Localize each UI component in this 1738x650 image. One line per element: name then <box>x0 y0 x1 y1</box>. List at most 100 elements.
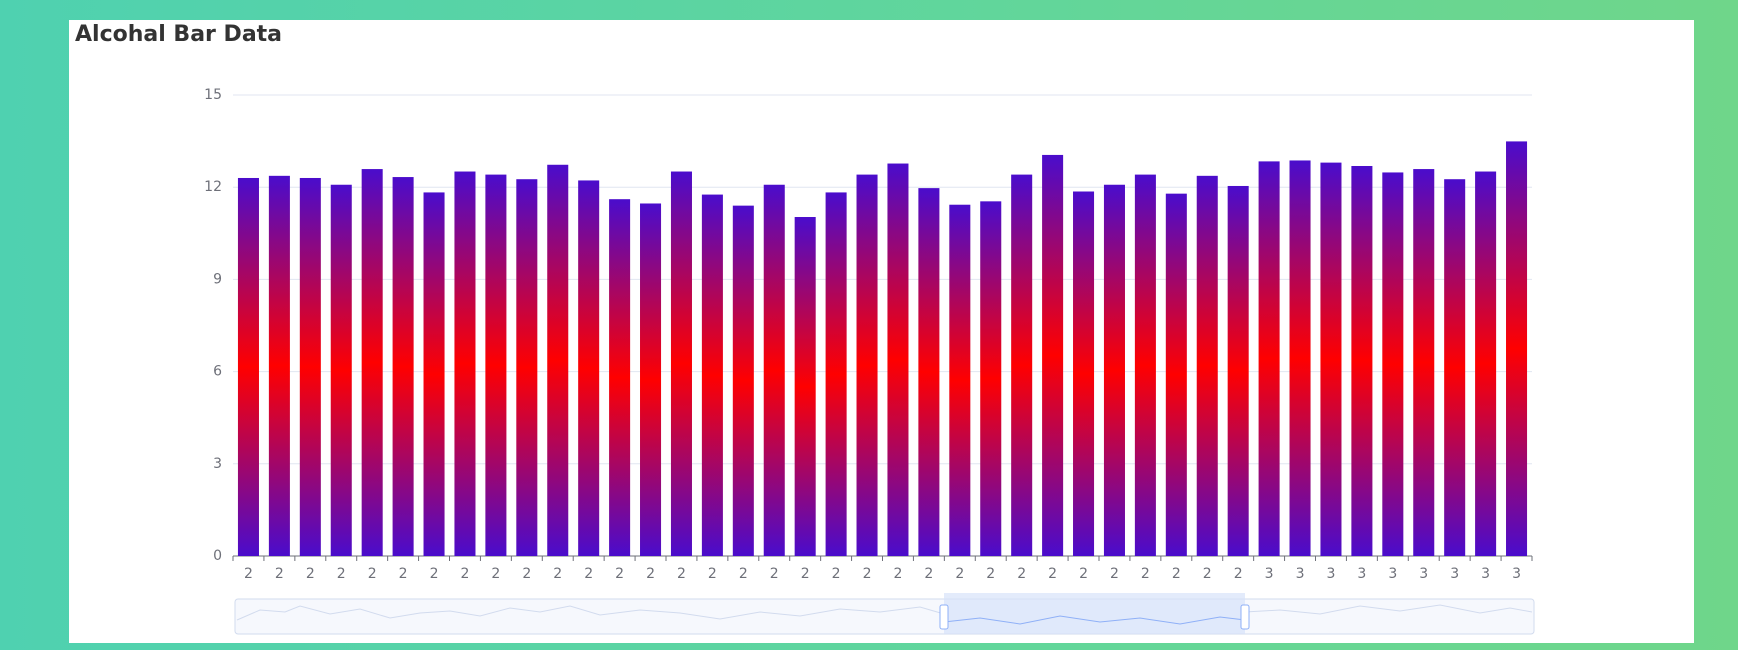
x-tick-label: 2 <box>770 566 779 582</box>
y-tick-label: 9 <box>213 271 222 287</box>
bar <box>949 204 971 556</box>
zoom-selection[interactable] <box>944 593 1245 634</box>
x-tick-label: 2 <box>368 566 377 582</box>
x-tick-label: 2 <box>430 566 439 582</box>
x-tick-label: 3 <box>1388 566 1397 582</box>
bar <box>856 174 878 556</box>
bar <box>1351 165 1373 556</box>
zoom-preview <box>236 605 945 621</box>
y-tick-label: 3 <box>213 456 222 472</box>
x-tick-label: 2 <box>1234 566 1243 582</box>
bar <box>330 184 352 556</box>
bar <box>392 177 414 557</box>
x-tick-label: 3 <box>1327 566 1336 582</box>
bar <box>609 199 631 556</box>
x-tick-label: 3 <box>1419 566 1428 582</box>
x-tick-label: 2 <box>924 566 933 582</box>
zoom-handle[interactable] <box>939 604 949 630</box>
bar <box>1444 179 1466 556</box>
x-tick-label: 2 <box>986 566 995 582</box>
x-tick-label: 2 <box>399 566 408 582</box>
bar <box>670 171 692 556</box>
bar <box>1413 169 1435 557</box>
bar <box>1165 193 1187 557</box>
bar <box>887 163 909 556</box>
bar <box>1289 160 1311 556</box>
x-tick-label: 3 <box>1481 566 1490 582</box>
y-tick-label: 12 <box>204 179 222 195</box>
x-tick-label: 2 <box>615 566 624 582</box>
bar <box>763 184 785 556</box>
x-tick-label: 2 <box>708 566 717 582</box>
bar <box>794 217 816 556</box>
bar <box>1103 184 1125 556</box>
x-tick-label: 2 <box>739 566 748 582</box>
x-tick-label: 2 <box>801 566 810 582</box>
y-tick-label: 15 <box>204 87 222 103</box>
zoom-handle[interactable] <box>1240 604 1250 630</box>
x-tick-label: 2 <box>894 566 903 582</box>
x-tick-label: 2 <box>244 566 253 582</box>
x-tick-label: 2 <box>1079 566 1088 582</box>
x-tick-label: 2 <box>1141 566 1150 582</box>
x-tick-label: 2 <box>584 566 593 582</box>
x-tick-label: 2 <box>955 566 964 582</box>
bar <box>361 169 383 557</box>
bar <box>578 180 600 556</box>
bar <box>1506 141 1528 556</box>
x-tick-label: 2 <box>553 566 562 582</box>
x-tick-label: 2 <box>1017 566 1026 582</box>
x-tick-label: 2 <box>337 566 346 582</box>
x-tick-label: 2 <box>1110 566 1119 582</box>
x-tick-label: 2 <box>646 566 655 582</box>
x-tick-label: 2 <box>677 566 686 582</box>
bar <box>454 171 476 556</box>
x-tick-label: 2 <box>863 566 872 582</box>
zoom-preview <box>1244 604 1533 615</box>
bar <box>701 194 723 557</box>
bar <box>640 203 662 557</box>
x-tick-label: 2 <box>491 566 500 582</box>
x-tick-label: 2 <box>275 566 284 582</box>
x-tick-label: 2 <box>1203 566 1212 582</box>
chart-title: Alcohal Bar Data <box>75 22 282 47</box>
bar <box>516 179 538 556</box>
bar <box>1042 154 1064 556</box>
bar <box>237 177 259 557</box>
bar <box>1134 174 1156 556</box>
bar <box>1073 191 1095 556</box>
x-tick-label: 2 <box>832 566 841 582</box>
bar <box>918 188 940 556</box>
bar <box>423 192 445 556</box>
bar <box>980 201 1002 556</box>
bar <box>1227 185 1249 556</box>
bar <box>299 177 321 557</box>
x-tick-label: 2 <box>306 566 315 582</box>
bar <box>1258 161 1280 556</box>
bar <box>1320 162 1342 556</box>
bar <box>268 175 290 556</box>
zoom-preview-selected <box>943 615 1246 625</box>
bar <box>825 192 847 556</box>
bar <box>1382 172 1404 556</box>
x-tick-label: 3 <box>1450 566 1459 582</box>
bar <box>1475 171 1497 556</box>
x-tick-label: 2 <box>1172 566 1181 582</box>
bar <box>732 205 754 556</box>
bar <box>485 174 507 556</box>
x-tick-label: 3 <box>1512 566 1521 582</box>
bar <box>1196 175 1218 556</box>
x-tick-label: 2 <box>461 566 470 582</box>
bar <box>547 164 569 557</box>
x-tick-label: 2 <box>522 566 531 582</box>
data-zoom[interactable] <box>234 593 1535 635</box>
y-tick-label: 0 <box>213 548 222 564</box>
x-tick-label: 2 <box>1048 566 1057 582</box>
x-tick-label: 3 <box>1265 566 1274 582</box>
bar <box>1011 174 1033 556</box>
x-tick-label: 3 <box>1296 566 1305 582</box>
zoom-track <box>234 598 1535 635</box>
x-tick-label: 3 <box>1357 566 1366 582</box>
